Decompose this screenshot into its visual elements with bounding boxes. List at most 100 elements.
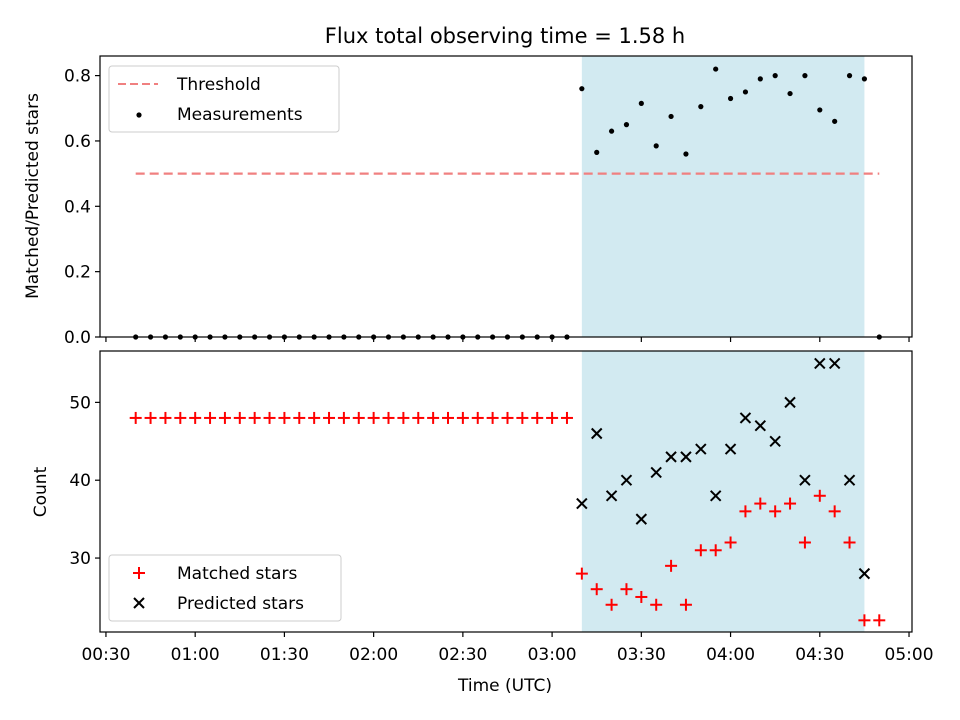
matched-star-point (293, 411, 306, 424)
matched-star-point (263, 411, 276, 424)
matched-star-point (858, 614, 871, 627)
legend-predicted-label: Predicted stars (177, 594, 304, 614)
legend-matched-label: Matched stars (177, 564, 297, 584)
matched-star-point (769, 505, 782, 518)
matched-star-point (635, 590, 648, 603)
matched-star-point (248, 411, 261, 424)
matched-star-point (620, 583, 633, 596)
matched-star-point (471, 411, 484, 424)
measurement-point (832, 118, 838, 124)
matched-star-point (204, 411, 217, 424)
ratio-axes-frame (99, 55, 913, 338)
legend-measurements-swatch (136, 112, 142, 118)
count-legend: Matched stars Predicted stars (108, 554, 342, 622)
matched-star-point (308, 411, 321, 424)
predicted-star-point (605, 490, 618, 502)
matched-star-point (843, 536, 856, 549)
measurement-point (653, 143, 659, 149)
matched-star-point (382, 411, 395, 424)
matched-star-point (650, 598, 663, 611)
measurement-point (668, 113, 674, 120)
predicted-star-point (591, 427, 603, 440)
matched-star-point (352, 411, 365, 424)
predicted-star-point (650, 466, 662, 479)
x-tick-label: 04:00 (706, 645, 755, 665)
ratio-legend-box (108, 65, 340, 133)
measurement-point (594, 149, 600, 155)
matched-star-point (754, 497, 767, 510)
measurement-point (742, 89, 749, 95)
matched-star-point (323, 411, 336, 424)
matched-star-point (665, 559, 678, 572)
predicted-star-point (843, 474, 856, 486)
measurement-point (802, 73, 808, 79)
legend-threshold-label: Threshold (176, 75, 261, 95)
chart-title: Flux total observing time = 1.58 h (325, 24, 685, 48)
matched-legend-marker (133, 567, 145, 579)
observing-window-shade (581, 56, 865, 337)
y-tick-label: 0.4 (64, 197, 91, 217)
matched-star-point (144, 411, 157, 424)
count-axes-frame (99, 350, 913, 633)
matched-star-point (159, 411, 172, 424)
ratio-x-ticks (105, 337, 910, 342)
measurement-point (846, 73, 853, 79)
ratio-y-ticks: 0.0 0.2 0.4 0.6 0.8 (64, 67, 100, 348)
legend-matched-swatch (133, 567, 145, 579)
matched-star-point (233, 411, 246, 424)
matched-star-point (724, 536, 737, 549)
matched-star-point (575, 567, 588, 580)
predicted-star-point (784, 396, 796, 409)
measurement-point (608, 128, 615, 134)
matched-star-point (456, 411, 469, 424)
x-tick-label: 01:00 (171, 645, 220, 665)
predicted-star-point (769, 435, 781, 448)
y-tick-label: 50 (69, 393, 91, 413)
x-tick-label: 03:30 (617, 645, 666, 665)
y-tick-label: 30 (69, 549, 91, 569)
matched-star-point (442, 411, 454, 424)
ratio-legend: Threshold Measurements (108, 65, 340, 133)
count-marks (129, 357, 886, 627)
x-tick-label: 03:00 (528, 645, 577, 665)
measurement-point (623, 122, 630, 128)
count-panel: 30 40 50 00:30 01:00 01:30 02:00 02:30 03:00 03:… (31, 350, 934, 696)
ratio-y-axis-label: Matched/Predicted stars (23, 93, 43, 299)
predicted-star-point (858, 567, 871, 580)
predicted-star-point (799, 474, 811, 486)
predicted-star-point (665, 451, 677, 463)
legend-predicted-swatch (133, 597, 145, 609)
matched-star-point (709, 544, 722, 557)
measurement-point (861, 76, 868, 82)
matched-star-point (129, 411, 142, 424)
measurement-point (757, 76, 763, 82)
predicted-star-point (739, 412, 752, 424)
matched-star-point (546, 411, 559, 424)
measurement-point (683, 151, 689, 157)
x-axis-label: Time (UTC) (457, 676, 552, 696)
x-tick-label: 05:00 (885, 645, 934, 665)
predicted-star-point (680, 451, 692, 463)
measurement-point (698, 104, 704, 110)
measurement-point (713, 66, 719, 72)
predicted-star-point (724, 443, 737, 455)
measurement-point (787, 90, 793, 97)
y-tick-label: 40 (69, 471, 91, 491)
matched-star-point (605, 598, 618, 611)
matched-star-point (784, 497, 797, 510)
matched-star-point (218, 411, 231, 424)
matched-star-point (174, 411, 187, 424)
matched-star-point (337, 411, 350, 424)
matched-star-point (679, 598, 692, 611)
matched-star-point (590, 583, 603, 596)
predicted-star-point (695, 443, 707, 455)
matched-star-point (412, 411, 425, 424)
matched-star-point (486, 411, 499, 424)
measurement-point (727, 95, 734, 102)
predicted-star-point (576, 497, 588, 510)
matched-star-point (397, 411, 410, 424)
measurement-point (638, 100, 644, 106)
x-tick-label: 01:30 (260, 645, 309, 665)
count-y-axis-label: Count (31, 466, 51, 517)
